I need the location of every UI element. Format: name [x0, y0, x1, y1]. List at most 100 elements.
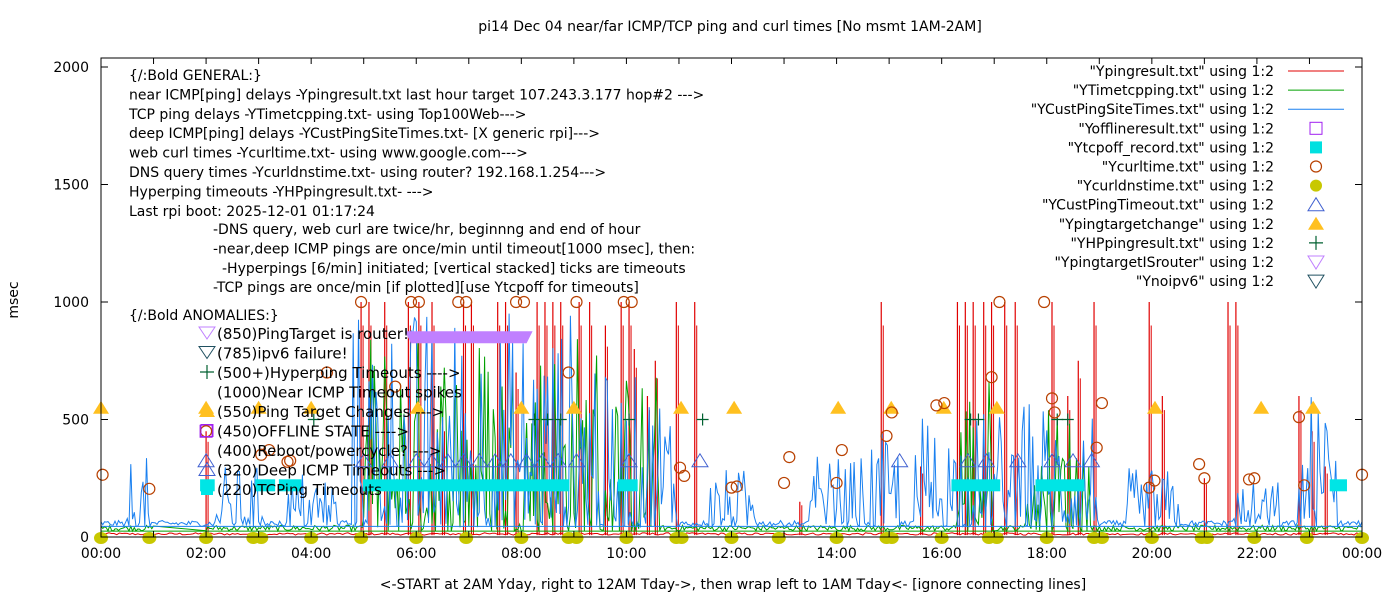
legend-circle-filled-icon: [1310, 179, 1322, 192]
curl-time-marker: [885, 406, 898, 419]
hyperping-marker: [541, 413, 554, 426]
curl-time-marker: [617, 295, 630, 309]
dns-time-marker: [459, 532, 474, 544]
annotation-anomaly-line: (320)Deep ICMP Timeouts --->: [217, 462, 446, 480]
tcpoff-marker: [1329, 479, 1347, 492]
curl-time-marker: [460, 295, 473, 309]
legend-label: "Ynoipv6" using 1:2: [1136, 274, 1274, 290]
x-tick-label: 06:00: [396, 546, 436, 562]
target-change-marker: [565, 400, 582, 414]
dns-time-marker: [989, 532, 1004, 544]
curl-time-marker: [880, 429, 893, 443]
dns-time-marker: [1299, 532, 1314, 544]
x-axis-label: <-START at 2AM Yday, right to 12AM Tday-…: [380, 577, 1086, 593]
purple-square-icon: [200, 424, 214, 437]
legend-label: "Ypingtargetchange" using 1:2: [1059, 217, 1274, 233]
cust-ping-timeout-marker: [567, 452, 586, 468]
annotation-anomaly-line: (785)ipv6 failure!: [217, 345, 348, 363]
hyperping-marker: [1051, 413, 1064, 426]
cust-ping-timeout-marker: [197, 452, 215, 468]
curl-time-marker: [1090, 441, 1103, 454]
annotation-note-line: -DNS query, web curl are twice/hr, begin…: [213, 222, 641, 238]
curl-time-marker: [143, 482, 156, 495]
curl-time-marker: [452, 295, 465, 309]
curl-time-marker: [1045, 392, 1059, 405]
y-tick-label: 500: [62, 413, 89, 429]
legend-plus-icon: [1309, 235, 1323, 250]
dns-time-marker: [884, 532, 899, 544]
dns-time-marker: [569, 532, 584, 544]
curl-time-marker: [1193, 458, 1206, 471]
x-tick-label: 08:00: [501, 546, 541, 562]
cust-ping-timeout-marker: [354, 452, 373, 468]
dns-time-marker: [514, 532, 529, 544]
curl-time-marker: [1148, 474, 1161, 487]
dns-time-marker: [674, 532, 689, 544]
tcpoff-marker: [278, 479, 302, 492]
legend-label: "YTimetcpping.txt" using 1:2: [1073, 83, 1274, 99]
cust-ping-timeout-marker: [549, 452, 568, 468]
annotation-anomaly-line: (550)Ping Target Changes --->: [217, 403, 444, 421]
curl-time-marker: [938, 396, 951, 410]
tcpoff-marker: [255, 479, 276, 492]
dns-time-marker: [1094, 532, 1109, 544]
dns-time-marker: [829, 532, 844, 544]
dns-time-marker: [1355, 532, 1369, 544]
cust-ping-timeout-marker: [1064, 452, 1082, 468]
legend-square-filled-icon: [1310, 141, 1322, 154]
curl-time-marker: [263, 443, 276, 457]
curl-time-marker: [993, 295, 1006, 309]
cust-ping-timeout-marker: [959, 452, 977, 468]
curl-time-marker: [284, 454, 297, 467]
annotation-general-line: Hyperping timeouts -YHPpingresult.txt- -…: [129, 184, 434, 200]
target-change-marker: [303, 400, 320, 414]
legend-label: "Yofflineresult.txt" using 1:2: [1078, 121, 1274, 137]
target-change-marker: [988, 400, 1005, 414]
annotation-general-line: DNS query times -Ycurldnstime.txt- using…: [129, 165, 606, 181]
annotation-note-line: -near,deep ICMP pings are once/min until…: [213, 241, 695, 257]
legend: "Ypingresult.txt" using 1:2 "YTimetcpping…: [1031, 64, 1344, 290]
cyan-square-icon: [201, 483, 213, 495]
target-change-marker: [250, 400, 267, 414]
dns-time-marker: [199, 532, 214, 544]
curl-time-marker: [1242, 473, 1256, 486]
curl-time-marker: [389, 380, 402, 393]
target-change-marker: [1305, 400, 1322, 414]
cust-ping-timeout-marker: [407, 452, 426, 468]
x-tick-label: 04:00: [291, 546, 331, 562]
hyperping-marker: [1061, 413, 1074, 426]
y-tick-label: 1000: [53, 295, 89, 311]
curl-time-marker: [1048, 406, 1061, 419]
target-change-marker: [513, 400, 530, 414]
cust-ping-timeout-marker: [977, 452, 996, 468]
cust-ping-timeout-marker: [1043, 452, 1061, 468]
curl-time-marker: [985, 371, 998, 384]
curl-time-marker: [1095, 396, 1109, 410]
y-tick-label: 0: [80, 530, 89, 546]
dns-time-marker: [934, 532, 949, 544]
curl-time-marker: [783, 451, 796, 464]
y-tick-label: 1500: [53, 178, 89, 194]
annotation-anomaly-line: (220)TCPing Timeouts: [217, 481, 382, 499]
curl-time-marker: [1298, 479, 1311, 492]
curl-time-marker: [835, 443, 848, 457]
annotation-anomalies-title: {/:Bold ANOMALIES:}: [129, 308, 279, 324]
curl-time-marker: [412, 295, 425, 309]
tcpoff-marker: [1035, 479, 1085, 492]
legend-label: "Ytcpoff_record.txt" using 1:2: [1068, 140, 1274, 156]
curl-time-marker: [777, 476, 791, 490]
legend-tri-up-open-icon: [1307, 196, 1325, 212]
dns-time-marker: [1247, 532, 1262, 544]
curl-time-marker: [1038, 295, 1051, 309]
cust-ping-timeout-marker: [1008, 452, 1027, 468]
cust-ping-timeout-marker: [381, 452, 399, 468]
cust-ping-timeout-marker: [1082, 452, 1101, 468]
target-change-marker: [673, 400, 690, 414]
x-tick-label: 22:00: [1237, 546, 1277, 562]
legend-tri-down-open-icon: [1307, 274, 1325, 290]
cust-ping-timeout-marker: [890, 452, 909, 468]
dns-time-marker: [1039, 532, 1054, 544]
cust-ping-timeout-marker: [486, 452, 504, 468]
dns-time-marker: [354, 532, 369, 544]
annotations: {/:Bold GENERAL:} near ICMP[ping] delays …: [128, 68, 704, 499]
